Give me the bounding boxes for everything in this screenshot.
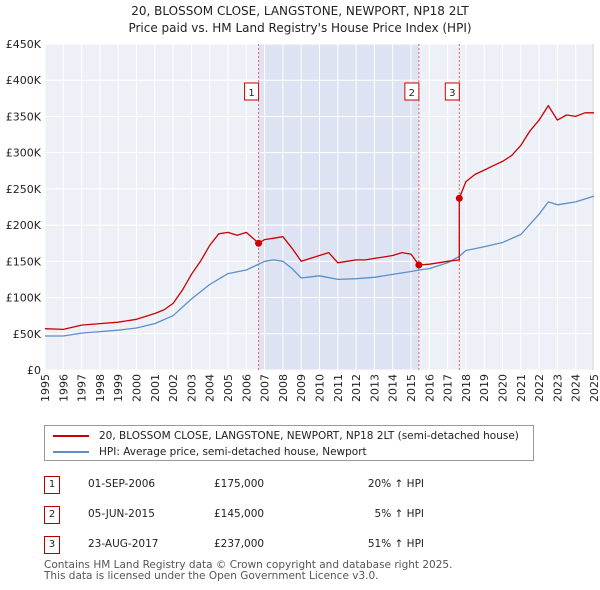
annotation-box [444,82,460,101]
y-tick-label: £100K [6,292,42,305]
transaction-date: 05-JUN-2015 [88,508,155,520]
x-tick-label: 2019 [478,374,491,402]
legend-hpi-label: HPI: Average price, semi-detached house,… [99,446,367,458]
y-tick-label: £450K [6,38,42,51]
x-tick-label: 2001 [149,374,162,402]
x-tick-label: 2005 [222,374,235,402]
legend-property-label: 20, BLOSSOM CLOSE, LANGSTONE, NEWPORT, N… [99,430,519,442]
annotation-number: 2 [409,88,415,99]
ownership-shading [258,44,419,370]
x-tick-label: 2022 [533,374,546,402]
hpi-line [45,195,595,337]
annotation-label: 1 [244,82,260,101]
transaction-hpi: 20% ↑ HPI [367,478,424,490]
chart-subtitle: Price paid vs. HM Land Registry's House … [128,21,471,35]
x-tick-label: 1997 [76,374,89,402]
x-tick-label: 1995 [39,374,52,402]
y-tick-label: £300K [6,147,42,160]
x-tick-label: 2012 [350,374,363,402]
y-tick-label: £400K [6,74,42,87]
transaction-badge: 1 [44,476,60,494]
x-tick-label: 2021 [515,374,528,402]
annotation-number: 3 [449,88,455,99]
annotation-box [404,82,420,101]
y-tick-label: £200K [6,219,42,232]
x-tick-label: 2008 [277,374,290,402]
x-tick-label: 2004 [204,374,217,402]
annotation-label: 3 [444,82,460,101]
sale-point [255,239,263,247]
footer-line-2: This data is licensed under the Open Gov… [44,570,379,582]
transaction-price: £175,000 [214,478,265,490]
x-tick-label: 2024 [570,374,583,402]
x-tick-label: 2020 [497,374,510,402]
transaction-date: 01-SEP-2006 [88,478,156,490]
transaction-badge: 2 [44,506,60,524]
x-tick-label: 1999 [112,374,125,402]
x-tick-label: 2002 [167,374,180,402]
y-tick-label: £150K [6,255,42,268]
property-price-line [44,104,594,331]
x-tick-label: 2003 [185,374,198,402]
x-tick-label: 2017 [442,374,455,402]
future-hatch [592,44,594,370]
x-tick-label: 2009 [295,374,308,402]
x-tick-label: 2025 [588,374,600,402]
y-tick-label: £250K [6,183,42,196]
legend-property-swatch [53,435,89,437]
annotation-label: 2 [404,82,420,101]
x-tick-label: 2015 [405,374,418,402]
y-tick-label: £0 [27,364,41,377]
annotation-box [244,82,260,101]
price-chart: 20, BLOSSOM CLOSE, LANGSTONE, NEWPORT, N… [6,4,600,402]
x-tick-label: 2000 [131,374,144,402]
x-tick-label: 1996 [57,374,70,402]
x-tick-label: 2014 [387,374,400,402]
transaction-price: £237,000 [214,538,265,550]
x-tick-label: 2018 [460,374,473,402]
footer-line-1: Contains HM Land Registry data © Crown c… [44,559,453,571]
legend: 20, BLOSSOM CLOSE, LANGSTONE, NEWPORT, N… [44,425,534,461]
x-tick-label: 2013 [368,374,381,402]
x-tick-label: 2006 [240,374,253,402]
transaction-badge: 3 [44,536,60,554]
y-tick-label: £350K [6,110,42,123]
annotation-number: 1 [248,88,254,99]
legend-hpi: HPI: Average price, semi-detached house,… [53,444,367,460]
transaction-hpi: 5% ↑ HPI [374,508,424,520]
sale-point [455,194,463,202]
chart-title: 20, BLOSSOM CLOSE, LANGSTONE, NEWPORT, N… [131,4,469,18]
x-tick-label: 2011 [332,374,345,402]
x-tick-label: 2010 [314,374,327,402]
y-tick-label: £50K [13,328,42,341]
transaction-hpi: 51% ↑ HPI [367,538,424,550]
legend-property: 20, BLOSSOM CLOSE, LANGSTONE, NEWPORT, N… [53,428,519,444]
sale-point [415,261,423,269]
x-tick-label: 1998 [94,374,107,402]
x-tick-label: 2023 [551,374,564,402]
transaction-date: 23-AUG-2017 [88,538,159,550]
x-tick-label: 2016 [423,374,436,402]
transaction-price: £145,000 [214,508,265,520]
legend-hpi-swatch [53,451,89,453]
footer: Contains HM Land Registry data © Crown c… [44,560,452,582]
x-tick-label: 2007 [259,374,272,402]
